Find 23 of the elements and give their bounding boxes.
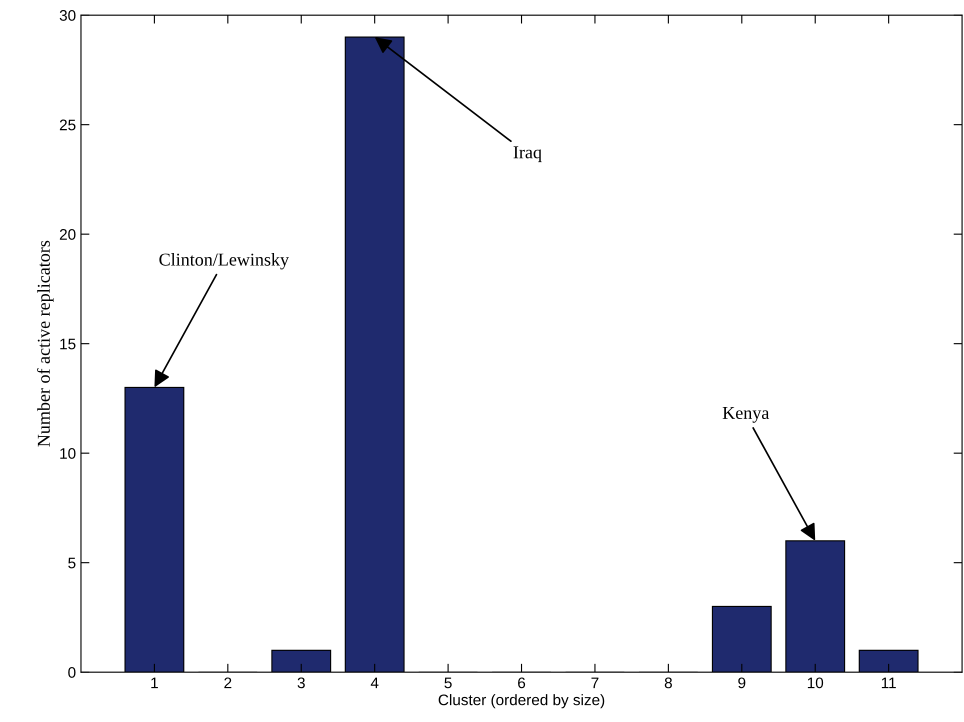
annotation: Kenya (722, 407, 770, 423)
x-tick-label: 4 (370, 678, 378, 688)
x-tick-label: 3 (298, 677, 305, 688)
y-axis-title: Number of active replicators (37, 240, 54, 447)
x-tick-label: 8 (664, 677, 672, 688)
y-tick-label: 10 (60, 448, 76, 459)
annotation: Clinton/Lewinsky (159, 252, 289, 270)
x-tick-label: 5 (444, 678, 452, 688)
x-axis-title: Cluster (ordered by size) (438, 694, 604, 708)
x-tick-label: 10 (808, 677, 824, 688)
x-tick-label: 11 (882, 678, 896, 688)
y-tick-label: 20 (60, 229, 76, 240)
x-tick-label: 9 (738, 677, 746, 688)
x-tick-label: 7 (591, 678, 598, 688)
y-tick-label: 30 (60, 10, 76, 21)
x-tick-label: 1 (151, 678, 158, 688)
y-tick-label: 0 (68, 667, 76, 678)
y-tick-label: 15 (60, 338, 76, 350)
annotation: Iraq (514, 146, 542, 162)
y-tick-label: 25 (60, 120, 76, 130)
y-tick-label: 5 (68, 558, 76, 568)
x-tick-label: 2 (224, 677, 232, 688)
x-tick-label: 6 (518, 677, 526, 688)
